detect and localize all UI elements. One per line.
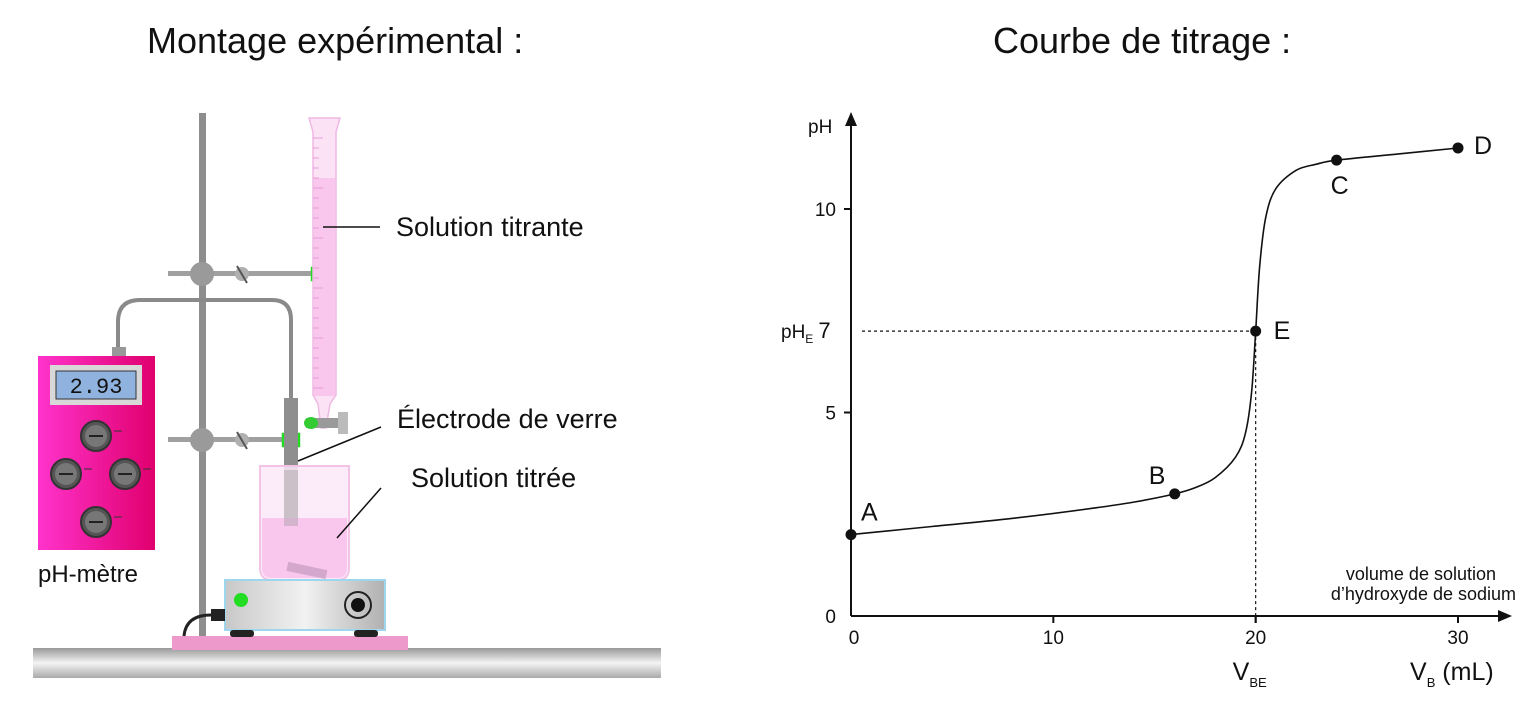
meter-label: pH-mètre bbox=[38, 561, 138, 588]
v-be-label: VBE bbox=[1233, 658, 1267, 690]
v-be-prefix: V bbox=[1233, 658, 1250, 686]
point-label-a: A bbox=[861, 499, 878, 527]
diagram-title: Montage expérimental : bbox=[147, 20, 524, 61]
electrode-label: Électrode de verre bbox=[397, 404, 618, 434]
x-axis-arrow bbox=[1498, 610, 1512, 622]
y-tick-label: 0 bbox=[825, 607, 836, 628]
x-annotation-line1: volume de solution bbox=[1346, 564, 1496, 584]
y-axis-label: pH bbox=[808, 117, 832, 138]
y-tick-label: 5 bbox=[825, 404, 836, 425]
ph-e-sub: E bbox=[805, 332, 813, 346]
ph-e-prefix: pH bbox=[781, 322, 805, 343]
burette-label: Solution titrante bbox=[396, 212, 584, 242]
beaker-label: Solution titrée bbox=[411, 463, 576, 493]
titration-curve bbox=[850, 147, 1459, 536]
x-tick-label: 10 bbox=[1043, 628, 1064, 649]
x-axis-label: VB (mL) bbox=[1410, 658, 1494, 690]
x-annotation-line2: d’hydroxyde de sodium bbox=[1331, 584, 1516, 604]
ph-equivalence-label: pHE 7 bbox=[781, 318, 831, 346]
magnetic-stirrer bbox=[182, 579, 386, 637]
burette bbox=[304, 117, 348, 434]
beaker-callout-line bbox=[336, 487, 382, 539]
x-tick-label: 0 bbox=[849, 628, 860, 649]
y-axis-arrow bbox=[845, 112, 857, 126]
point-label-c: C bbox=[1331, 172, 1349, 200]
stand-rod bbox=[199, 113, 206, 636]
point-b bbox=[1169, 488, 1181, 500]
y-tick-label: 10 bbox=[815, 200, 836, 221]
x-tick-label: 20 bbox=[1245, 628, 1266, 649]
ph-meter bbox=[38, 347, 155, 550]
point-e bbox=[1250, 325, 1262, 337]
electrode-callout-line bbox=[297, 426, 382, 462]
bench bbox=[33, 648, 661, 678]
point-a bbox=[845, 529, 857, 541]
x-tick-label: 30 bbox=[1447, 628, 1468, 649]
meter-display: 2.93 bbox=[70, 375, 123, 400]
chart-title: Courbe de titrage : bbox=[993, 20, 1292, 61]
lab-apparatus: 2.93 pH-mètre Solution titrante Électrod… bbox=[33, 113, 661, 678]
point-c bbox=[1331, 154, 1343, 166]
point-label-e: E bbox=[1274, 317, 1291, 345]
ph-e-value: 7 bbox=[818, 318, 830, 343]
beaker bbox=[259, 465, 350, 581]
point-d bbox=[1452, 142, 1464, 154]
electrode-cable bbox=[116, 298, 293, 400]
point-label-b: B bbox=[1149, 462, 1166, 490]
stand-base bbox=[172, 636, 408, 650]
v-be-sub: BE bbox=[1249, 675, 1267, 690]
lower-clamp bbox=[168, 428, 301, 452]
upper-clamp bbox=[168, 262, 336, 286]
point-label-d: D bbox=[1474, 132, 1492, 160]
